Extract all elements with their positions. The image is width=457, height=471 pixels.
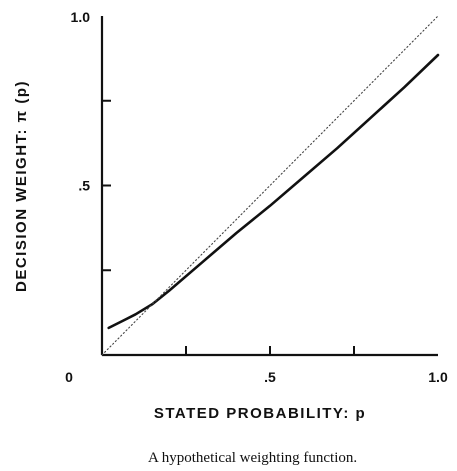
y-tick-label-half: .5 (78, 178, 90, 194)
figure-caption: A hypothetical weighting function. (148, 450, 358, 466)
identity-diagonal-line (101, 15, 439, 356)
y-tick-label-1: 1.0 (71, 9, 91, 25)
x-tick-label-1: 1.0 (428, 369, 448, 385)
series-layer (101, 15, 440, 356)
y-axis-label: DECISION WEIGHT: π (p) (13, 80, 30, 292)
weighting-curve (107, 53, 440, 330)
x-tick-label-half: .5 (264, 369, 276, 385)
x-tick-label-0: 0 (65, 369, 73, 385)
ticks (102, 99, 355, 355)
x-axis-label: STATED PROBABILITY: p (154, 405, 366, 422)
